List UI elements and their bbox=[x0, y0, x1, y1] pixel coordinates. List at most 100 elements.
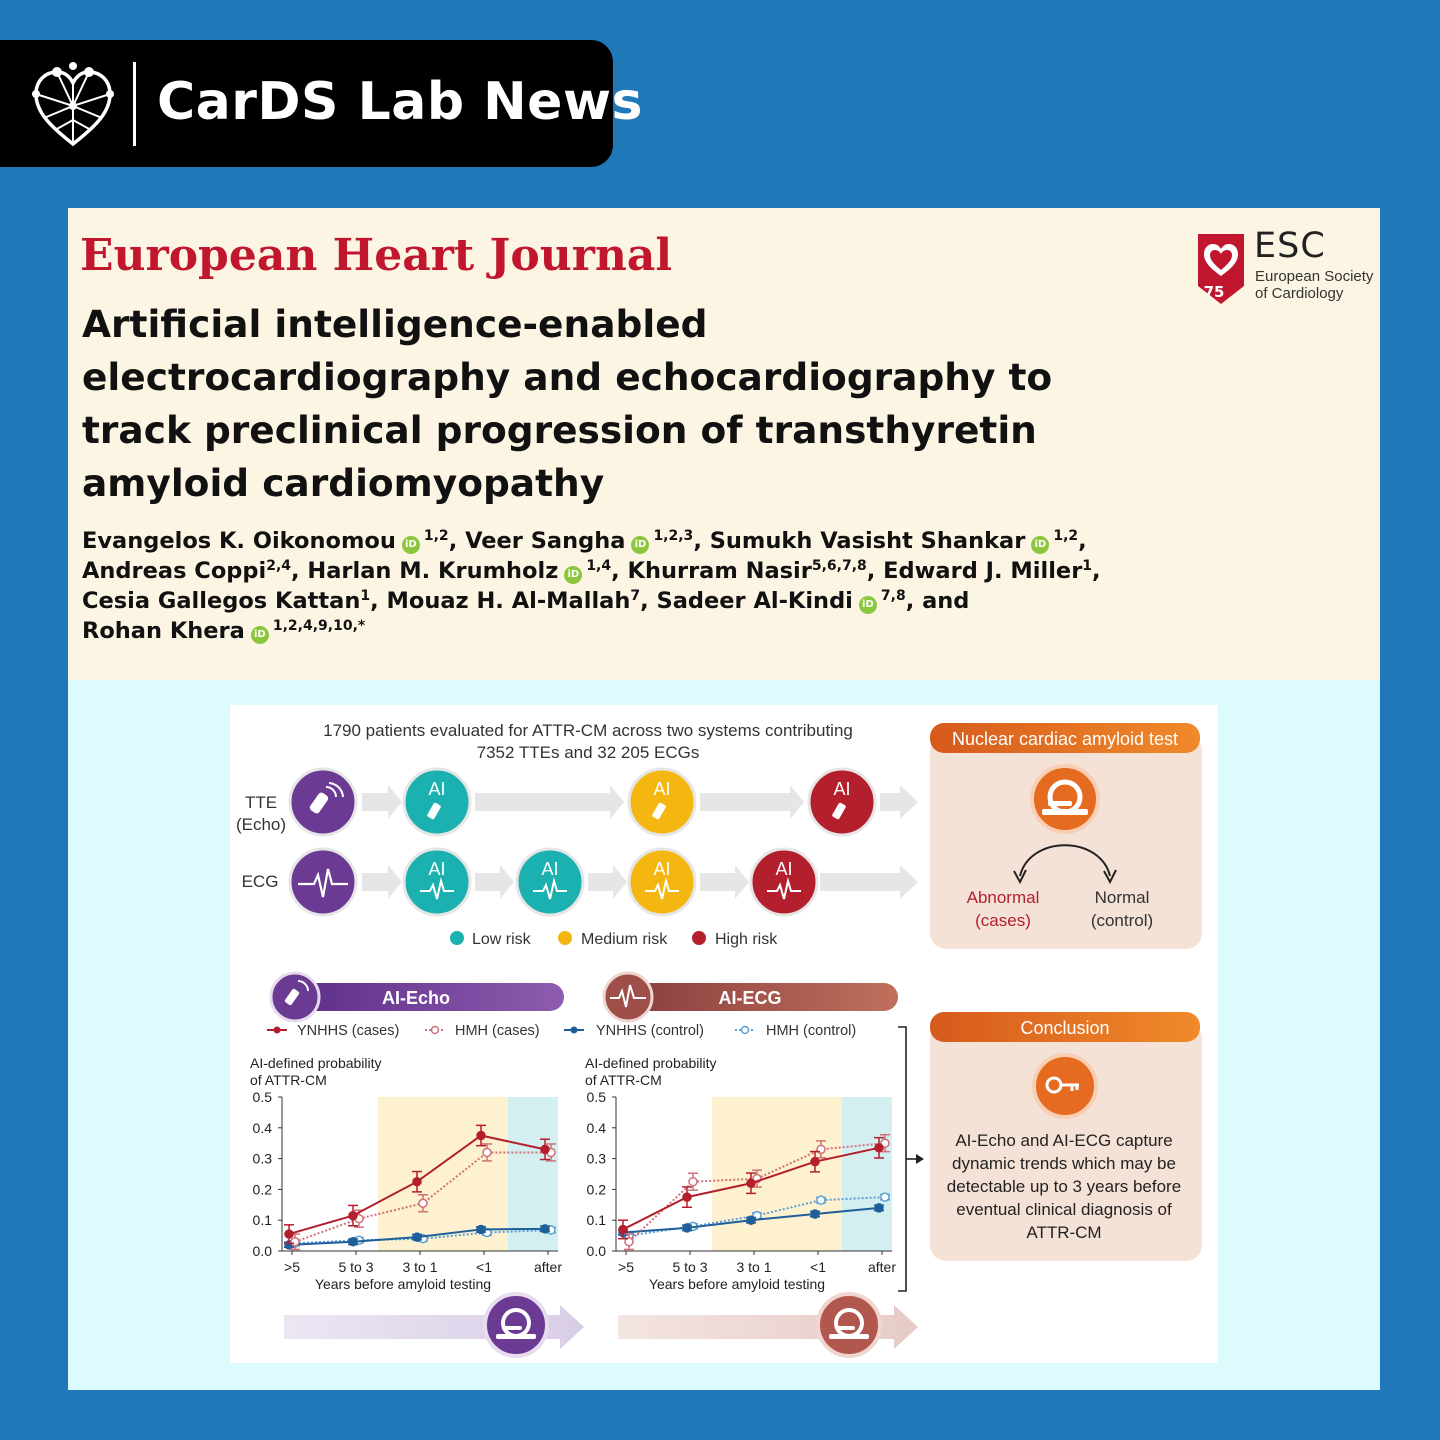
ultrasound-probe-icon bbox=[832, 802, 846, 820]
data-point bbox=[618, 1224, 628, 1235]
ultrasound-probe-icon bbox=[284, 988, 300, 1006]
legend-marker bbox=[740, 1025, 750, 1035]
author-name: Andreas Coppi bbox=[82, 558, 267, 584]
paper-title-line: track preclinical progression of transth… bbox=[82, 408, 1037, 452]
data-point bbox=[540, 1224, 550, 1234]
author-name: Veer Sangha bbox=[465, 528, 626, 554]
author-name: Mouaz H. Al-Mallah bbox=[386, 588, 631, 614]
nuclear-test-panel: Nuclear cardiac amyloid test Abnormal (c… bbox=[930, 723, 1202, 949]
ecg-wave-icon bbox=[420, 877, 454, 900]
arrowhead-icon bbox=[1013, 869, 1027, 885]
tte-node-high: AI bbox=[807, 767, 877, 837]
ultrasound-probe-icon bbox=[309, 782, 344, 814]
series-legend: YNHHS (cases) HMH (cases) YNHHS (control… bbox=[267, 1023, 856, 1039]
scanner-icon bbox=[496, 1308, 536, 1339]
y-tick-label: 0.1 bbox=[253, 1212, 273, 1228]
outcome-normal: Normal bbox=[1095, 888, 1150, 907]
affiliation: 1 bbox=[1082, 558, 1093, 574]
key-icon bbox=[1045, 1076, 1079, 1094]
echo-bottom-timeline bbox=[284, 1292, 584, 1358]
x-tick-label: 5 to 3 bbox=[672, 1259, 707, 1275]
orcid-icon[interactable]: iD bbox=[858, 596, 877, 614]
ai-ecg-title: AI-ECG bbox=[719, 988, 782, 1008]
ai-label: AI bbox=[653, 859, 670, 879]
y-tick-label: 0.2 bbox=[587, 1181, 607, 1197]
ai-label: AI bbox=[428, 779, 445, 799]
heart-network-logo-icon bbox=[32, 62, 114, 147]
banner-divider bbox=[133, 62, 136, 146]
affiliation: 1,2 bbox=[423, 528, 449, 544]
author-line: Cesia Gallegos Kattan1, Mouaz H. Al-Mall… bbox=[82, 588, 970, 614]
affiliation: 1,2 bbox=[1053, 528, 1079, 544]
ecg-node-baseline bbox=[288, 847, 358, 917]
orcid-icon[interactable]: iD bbox=[564, 566, 583, 584]
conclusion-line: dynamic trends which may be bbox=[952, 1154, 1176, 1173]
data-point bbox=[810, 1209, 820, 1219]
data-point bbox=[874, 1143, 884, 1153]
author-name: Khurram Nasir bbox=[627, 558, 812, 584]
ecg-node-medium: AI bbox=[627, 847, 697, 917]
row-label-tte: (Echo) bbox=[236, 815, 286, 834]
data-point bbox=[624, 1237, 634, 1247]
ecg-node-low-2: AI bbox=[515, 847, 585, 917]
y-axis-title: of ATTR-CM bbox=[585, 1072, 662, 1088]
tte-node-low: AI bbox=[402, 767, 472, 837]
ai-label: AI bbox=[775, 859, 792, 879]
orcid-icon[interactable]: iD bbox=[631, 536, 650, 554]
affiliation: 1,2,3 bbox=[653, 528, 694, 544]
tte-timeline-arrows bbox=[362, 785, 918, 819]
data-point bbox=[880, 1138, 890, 1148]
outcome-abnormal: Abnormal bbox=[967, 888, 1040, 907]
orcid-icon[interactable]: iD bbox=[401, 536, 420, 554]
y-tick-label: 0.4 bbox=[587, 1120, 607, 1136]
conclusion-line: detectable up to 3 years before bbox=[947, 1177, 1181, 1196]
paper-title-line: electrocardiography and echocardiography… bbox=[82, 355, 1053, 399]
legend-marker bbox=[570, 1026, 578, 1034]
low-risk-dot bbox=[450, 931, 464, 945]
author-name: Sadeer Al-Kindi bbox=[656, 588, 853, 614]
orcid-icon[interactable]: iD bbox=[1031, 536, 1050, 554]
ecg-node-high: AI bbox=[749, 847, 819, 917]
esc-subtitle-line: European Society bbox=[1255, 268, 1374, 285]
data-point bbox=[874, 1203, 884, 1213]
data-point bbox=[290, 1237, 300, 1247]
data-point bbox=[412, 1232, 422, 1242]
conclusion-line: AI-Echo and AI-ECG capture bbox=[955, 1131, 1172, 1150]
ecg-wave-icon bbox=[610, 984, 646, 1008]
ecg-node-low-1: AI bbox=[402, 847, 472, 917]
affiliation: 1,4 bbox=[586, 558, 612, 574]
figure-header-line: 7352 TTEs and 32 205 ECGs bbox=[477, 743, 700, 762]
esc-subtitle: European Society of Cardiology bbox=[1255, 268, 1373, 302]
author-conjunction: and bbox=[922, 588, 970, 614]
outcome-normal: (control) bbox=[1091, 911, 1153, 930]
data-point bbox=[482, 1147, 492, 1158]
affiliation: 7 bbox=[630, 588, 641, 604]
orcid-icon[interactable]: iD bbox=[250, 626, 269, 644]
x-tick-label: >5 bbox=[284, 1259, 300, 1275]
y-tick-label: 0.2 bbox=[253, 1181, 273, 1197]
ai-label: AI bbox=[428, 859, 445, 879]
x-tick-label: 5 to 3 bbox=[338, 1259, 373, 1275]
y-tick-label: 0.5 bbox=[587, 1089, 607, 1105]
data-point bbox=[412, 1176, 422, 1187]
x-tick-label: after bbox=[534, 1259, 562, 1275]
affiliation: 1 bbox=[360, 588, 371, 604]
data-point bbox=[682, 1192, 692, 1202]
pre-diagnosis-band bbox=[378, 1097, 508, 1251]
affiliation: 1,2,4,9,10, bbox=[272, 618, 358, 634]
row-label-ecg: ECG bbox=[242, 872, 279, 891]
y-axis-title: of ATTR-CM bbox=[250, 1072, 327, 1088]
x-axis-title: Years before amyloid testing bbox=[649, 1276, 825, 1292]
arrowhead-icon bbox=[916, 1154, 924, 1164]
legend-low-risk: Low risk bbox=[472, 931, 532, 948]
figure-header-line: 1790 patients evaluated for ATTR-CM acro… bbox=[323, 721, 853, 740]
tte-node-medium: AI bbox=[627, 767, 697, 837]
ecg-wave-icon bbox=[533, 877, 567, 900]
x-tick-label: after bbox=[868, 1259, 896, 1275]
x-tick-label: <1 bbox=[476, 1259, 492, 1275]
y-tick-label: 0.5 bbox=[253, 1089, 273, 1105]
esc-anniversary: 75 bbox=[1204, 283, 1225, 301]
post-diagnosis-band bbox=[842, 1097, 892, 1251]
affiliation: 7,8 bbox=[880, 588, 906, 604]
x-tick-label: 3 to 1 bbox=[402, 1259, 437, 1275]
